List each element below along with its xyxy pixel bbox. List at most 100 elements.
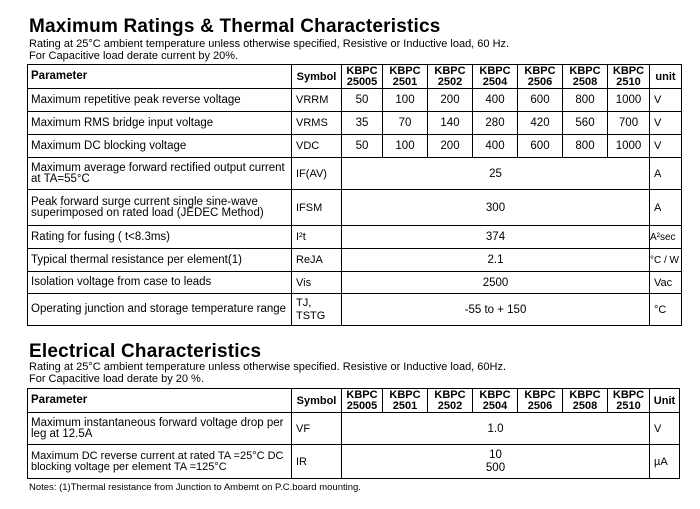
header-unit: Unit <box>649 388 680 413</box>
row-value-125c: 500 <box>485 461 506 474</box>
row-value: 100 <box>382 134 428 158</box>
row-value: 280 <box>472 111 518 135</box>
row-unit: A <box>649 157 682 190</box>
row-value: 600 <box>517 134 563 158</box>
header-model-2506: KBPC 2506 <box>517 388 563 413</box>
electrical-title: Electrical Characteristics <box>29 341 262 362</box>
max-ratings-title: Maximum Ratings & Thermal Characteristic… <box>29 16 441 37</box>
table-row: Maximum DC blocking voltage VDC 50 100 2… <box>27 134 682 158</box>
row-symbol: ReJA <box>291 248 342 272</box>
row-symbol: IFSM <box>291 189 342 226</box>
table-row: Isolation voltage from case to leads Vis… <box>27 271 682 294</box>
table-row: Typical thermal resistance per element(1… <box>27 248 682 272</box>
row-value: 35 <box>341 111 383 135</box>
row-value: 420 <box>517 111 563 135</box>
row-value: 1.0 <box>341 412 650 445</box>
row-symbol: VDC <box>291 134 342 158</box>
header-model-2504: KBPC 2504 <box>472 64 518 89</box>
row-value: 700 <box>607 111 650 135</box>
table-row: Peak forward surge current single sine-w… <box>27 189 682 226</box>
row-value: 1000 <box>607 88 650 112</box>
row-value: 600 <box>517 88 563 112</box>
row-symbol: I²t <box>291 225 342 249</box>
header-model-2508: KBPC 2508 <box>562 388 608 413</box>
row-value: 50 <box>341 134 383 158</box>
row-unit: Vac <box>649 271 682 294</box>
row-unit: V <box>649 134 682 158</box>
row-symbol: TJ, TSTG <box>291 293 342 326</box>
electrical-subtitle-1: Rating at 25°C ambient temperature unles… <box>29 361 507 373</box>
row-value: 140 <box>427 111 473 135</box>
table-row: Maximum average forward rectified output… <box>27 157 682 190</box>
row-symbol: VRMS <box>291 111 342 135</box>
header-model-2502: KBPC 2502 <box>427 64 473 89</box>
row-param: Peak forward surge current single sine-w… <box>27 189 292 226</box>
row-param: Maximum instantaneous forward voltage dr… <box>27 412 292 445</box>
row-param: Typical thermal resistance per element(1… <box>27 248 292 272</box>
row-param: Maximum repetitive peak reverse voltage <box>27 88 292 112</box>
notes: Notes: (1)Thermal resistance from Juncti… <box>29 482 361 493</box>
row-symbol: IR <box>291 444 342 479</box>
table-row: Operating junction and storage temperatu… <box>27 293 682 326</box>
header-model-2510: KBPC 2510 <box>607 388 650 413</box>
header-parameter: Parameter <box>27 388 292 413</box>
table-row: Maximum RMS bridge input voltage VRMS 35… <box>27 111 682 135</box>
table-row: Maximum instantaneous forward voltage dr… <box>27 412 680 445</box>
row-unit: A²sec <box>649 225 682 249</box>
row-param: Rating for fusing ( t<8.3ms) <box>27 225 292 249</box>
table-row: Maximum DC reverse current at rated TA =… <box>27 444 680 479</box>
electrical-subtitle-2: For Capacitive load derate by 20 %. <box>29 373 204 385</box>
header-model-25005: KBPC 25005 <box>341 64 383 89</box>
row-param: Maximum RMS bridge input voltage <box>27 111 292 135</box>
max-ratings-subtitle-2: For Capacitive load derate current by 20… <box>29 50 239 62</box>
row-symbol: VF <box>291 412 342 445</box>
row-unit: V <box>649 88 682 112</box>
row-unit: µA <box>649 444 680 479</box>
table-row: Maximum repetitive peak reverse voltage … <box>27 88 682 112</box>
row-value: -55 to + 150 <box>341 293 650 326</box>
row-unit: V <box>649 412 680 445</box>
header-symbol: Symbol <box>291 64 342 89</box>
row-unit: A <box>649 189 682 226</box>
header-parameter: Parameter <box>27 64 292 89</box>
header-model-25005: KBPC 25005 <box>341 388 383 413</box>
row-value: 100 <box>382 88 428 112</box>
row-symbol: VRRM <box>291 88 342 112</box>
row-value: 300 <box>341 189 650 226</box>
row-value: 800 <box>562 134 608 158</box>
row-unit: °C <box>649 293 682 326</box>
row-param: Operating junction and storage temperatu… <box>27 293 292 326</box>
row-value: 400 <box>472 88 518 112</box>
header-model-2508: KBPC 2508 <box>562 64 608 89</box>
row-value: 2500 <box>341 271 650 294</box>
electrical-table: Parameter Symbol KBPC 25005 KBPC 2501 KBPC… <box>27 388 680 479</box>
row-value: 200 <box>427 134 473 158</box>
row-value: 10 500 <box>341 444 650 479</box>
table-row: Rating for fusing ( t<8.3ms) I²t 374 A²s… <box>27 225 682 249</box>
row-value: 70 <box>382 111 428 135</box>
row-value: 25 <box>341 157 650 190</box>
header-model-2506: KBPC 2506 <box>517 64 563 89</box>
row-value-25c: 10 <box>489 448 502 461</box>
header-model-2510: KBPC 2510 <box>607 64 650 89</box>
header-model-2501: KBPC 2501 <box>382 64 428 89</box>
row-value: 50 <box>341 88 383 112</box>
row-value: 200 <box>427 88 473 112</box>
row-param: Maximum average forward rectified output… <box>27 157 292 190</box>
row-value: 374 <box>341 225 650 249</box>
header-symbol: Symbol <box>291 388 342 413</box>
row-unit: V <box>649 111 682 135</box>
row-value: 400 <box>472 134 518 158</box>
row-symbol: IF(AV) <box>291 157 342 190</box>
row-value: 1000 <box>607 134 650 158</box>
header-unit: unit <box>649 64 682 89</box>
row-value: 800 <box>562 88 608 112</box>
header-model-2502: KBPC 2502 <box>427 388 473 413</box>
max-ratings-subtitle-1: Rating at 25°C ambient temperature unles… <box>29 38 510 50</box>
row-unit: °C / W <box>649 248 682 272</box>
header-model-2504: KBPC 2504 <box>472 388 518 413</box>
header-model-2501: KBPC 2501 <box>382 388 428 413</box>
row-value: 2.1 <box>341 248 650 272</box>
row-value: 560 <box>562 111 608 135</box>
row-param: Isolation voltage from case to leads <box>27 271 292 294</box>
